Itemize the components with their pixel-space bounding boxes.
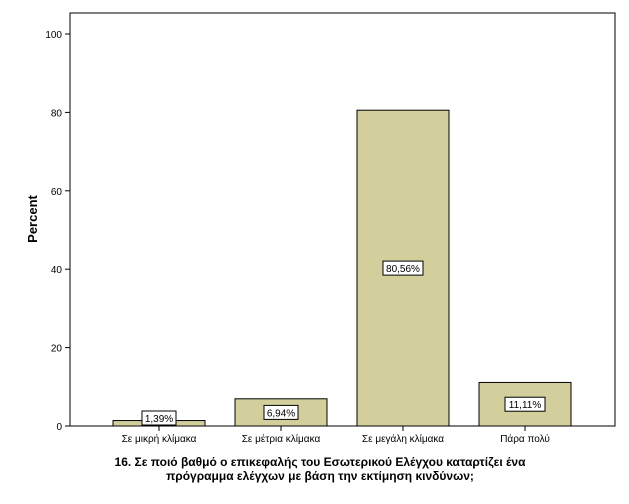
y-tick-label: 40 bbox=[51, 265, 63, 276]
y-tick-label: 0 bbox=[56, 422, 62, 433]
y-tick-label: 60 bbox=[51, 187, 63, 198]
x-axis-title-line-2: πρόγραμμα ελέγχων με βάση την εκτίμηση κ… bbox=[166, 469, 474, 483]
data-label-box bbox=[504, 396, 546, 412]
x-category-label: Σε μεγάλη κλίμακα bbox=[362, 433, 444, 445]
x-category-label: Σε μέτρια κλίμακα bbox=[242, 433, 321, 445]
y-axis-label: Percent bbox=[25, 194, 40, 242]
data-label-box bbox=[141, 410, 177, 426]
x-axis-title-line-1: 16. Σε ποιό βαθμό ο επικεφαλής του Εσωτε… bbox=[114, 455, 526, 469]
data-label: 80,56% bbox=[386, 264, 420, 275]
y-tick-label: 100 bbox=[45, 30, 62, 41]
y-tick-label: 20 bbox=[51, 344, 63, 355]
x-axis-title: 16. Σε ποιό βαθμό ο επικεφαλής του Εσωτε… bbox=[40, 455, 600, 483]
x-category-label: Σε μικρή κλίμακα bbox=[122, 433, 197, 445]
x-category-label: Πάρα πολύ bbox=[500, 433, 550, 445]
data-label: 11,11% bbox=[509, 400, 542, 411]
data-label: 1,39% bbox=[145, 414, 173, 425]
x-axis-categories: Σε μικρή κλίμακα Σε μέτρια κλίμακα Σε μεγά… bbox=[122, 426, 550, 445]
data-label-box bbox=[263, 404, 299, 420]
y-tick-label: 80 bbox=[51, 108, 63, 119]
plot-area bbox=[69, 12, 616, 427]
data-label: 6,94% bbox=[267, 408, 295, 419]
y-axis: 0 20 40 60 80 100 bbox=[45, 30, 70, 433]
data-label-box bbox=[382, 260, 424, 276]
